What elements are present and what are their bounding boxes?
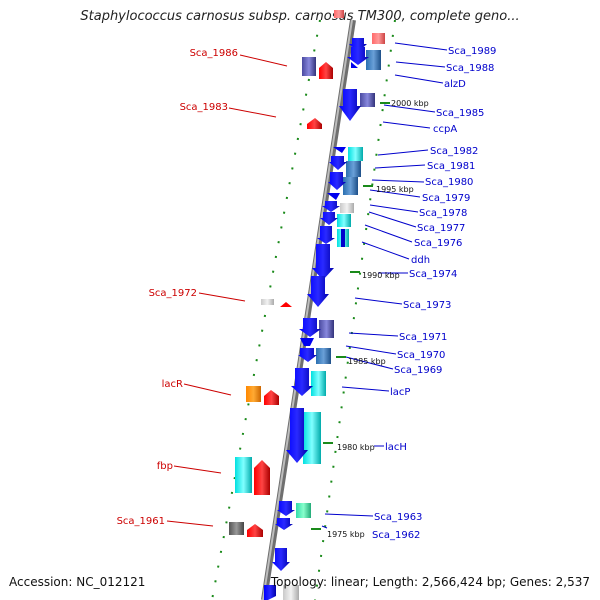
gene-sca_1985[interactable]: [360, 93, 375, 107]
gene-sca_1978[interactable]: [340, 203, 354, 213]
gene-label[interactable]: Sca_1962: [372, 530, 420, 541]
map-title: Staphylococcus carnosus subsp. carnosus …: [80, 9, 520, 24]
gene-ccpa[interactable]: [339, 89, 361, 121]
gene-label[interactable]: fbp: [157, 461, 173, 472]
forward-genes[interactable]: [272, 33, 385, 571]
gene-label[interactable]: alzD: [444, 79, 466, 90]
gene-label[interactable]: Sca_1961: [117, 516, 165, 527]
gene-sca_1963[interactable]: [296, 503, 311, 518]
kbp-mark: 1975 kbp: [327, 530, 365, 539]
gene-sca_1962[interactable]: [275, 518, 293, 530]
gene-sca_1980[interactable]: [343, 177, 358, 195]
gene-sca_1970[interactable]: [316, 348, 331, 364]
gene-sca_1981[interactable]: [346, 161, 361, 177]
gene-sca_1972[interactable]: [280, 302, 292, 307]
gene-label[interactable]: Sca_1979: [422, 193, 470, 204]
gene-label[interactable]: Sca_1988: [446, 63, 494, 74]
gene-label[interactable]: Sca_1977: [417, 223, 465, 234]
gene-label[interactable]: Sca_1963: [374, 512, 422, 523]
gene-ddh[interactable]: [317, 226, 335, 244]
gene-sca_1979[interactable]: [327, 193, 340, 200]
reverse-genes[interactable]: [229, 10, 344, 600]
accession-text: Accession: NC_012121: [9, 575, 146, 589]
gene-sca_1969[interactable]: [298, 348, 317, 362]
gene-label[interactable]: Sca_1976: [414, 238, 462, 249]
gene-label[interactable]: lacR: [162, 379, 183, 390]
gene-sca_1983[interactable]: [307, 118, 322, 129]
kbp-mark: 2000 kbp: [391, 99, 429, 108]
gene-label[interactable]: Sca_1980: [425, 177, 473, 188]
gene-sca_1986[interactable]: [319, 62, 333, 79]
gene-label[interactable]: lacP: [390, 387, 410, 398]
gene-labels-left[interactable]: Sca_1986 Sca_1983 Sca_1972 lacR fbp Sca_…: [117, 48, 238, 527]
gene-label[interactable]: Sca_1972: [149, 288, 197, 299]
gene-lacr[interactable]: [246, 386, 261, 402]
gene-label[interactable]: Sca_1974: [409, 269, 457, 280]
gene-fbp[interactable]: [254, 460, 270, 495]
gene-label[interactable]: lacH: [385, 442, 407, 453]
gene-sca_1986-a[interactable]: [302, 57, 316, 76]
kbp-mark: 1995 kbp: [376, 185, 414, 194]
gene-label[interactable]: Sca_1982: [430, 146, 478, 157]
gene-alzd[interactable]: [347, 47, 369, 65]
leader-lines-right: [321, 42, 448, 529]
topology-text: Topology: linear; Length: 2,566,424 bp; …: [270, 575, 590, 589]
gene-fbp-a[interactable]: [235, 457, 252, 493]
gene-label[interactable]: Sca_1981: [427, 161, 475, 172]
gene-sca_1972-a[interactable]: [261, 299, 274, 305]
gene-label[interactable]: ccpA: [433, 124, 457, 135]
gene-lacp[interactable]: [311, 371, 326, 396]
gene-label[interactable]: Sca_1989: [448, 46, 496, 57]
gene-sca_1974[interactable]: [312, 244, 334, 280]
gene-label[interactable]: Sca_1971: [399, 332, 447, 343]
kbp-mark: 1990 kbp: [362, 271, 400, 280]
gene-sca_1988[interactable]: [366, 50, 381, 70]
genome-axis: [261, 19, 356, 600]
gene-lach[interactable]: [303, 412, 321, 464]
kbp-mark: 1985 kbp: [348, 357, 386, 366]
gene-label[interactable]: Sca_1973: [403, 300, 451, 311]
gene-label[interactable]: Sca_1983: [180, 102, 228, 113]
kbp-marks: 2000 kbp 1995 kbp 1990 kbp 1985 kbp 1980…: [311, 99, 429, 539]
gene-label[interactable]: Sca_1978: [419, 208, 467, 219]
gene-sca_1977[interactable]: [337, 214, 351, 227]
gene-sca_1989[interactable]: [372, 33, 385, 44]
gene-label[interactable]: Sca_1985: [436, 108, 484, 119]
gene-labels-right[interactable]: Sca_1989 Sca_1988 alzD Sca_1985 ccpA Sca…: [372, 46, 496, 541]
kbp-mark: 1980 kbp: [337, 443, 375, 452]
gene-sca_1982[interactable]: [348, 147, 363, 161]
gene-label[interactable]: Sca_1970: [397, 350, 445, 361]
leader-lines-left: [166, 54, 288, 527]
gene-label[interactable]: ddh: [411, 255, 430, 266]
gene-label[interactable]: Sca_1969: [394, 365, 442, 376]
gene-sca_1971[interactable]: [319, 320, 334, 338]
gene-sca_1973[interactable]: [307, 276, 329, 307]
gene-sca_1961[interactable]: [229, 522, 244, 535]
gene-marker[interactable]: [349, 38, 367, 52]
gene-label[interactable]: Sca_1986: [190, 48, 238, 59]
